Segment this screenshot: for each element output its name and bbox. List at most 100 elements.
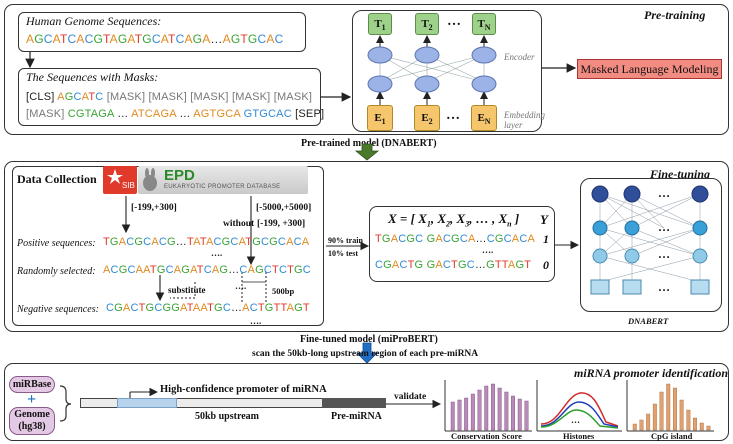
- dnabert-dots-2: …: [658, 220, 670, 234]
- dnabert-node: [692, 248, 708, 264]
- histone-line-green: [540, 409, 619, 429]
- training-row-1: TGACGC GACGCA…CGCACA: [375, 233, 536, 245]
- mask-token-2: [MASK]: [26, 108, 65, 120]
- positive-sequence: TGACGCACG…TATACGCATGCGCACA: [103, 236, 310, 248]
- dnabert-dots-3: …: [658, 247, 670, 261]
- dnabert-node: [624, 220, 640, 236]
- length-500bp: 500bp: [272, 286, 295, 296]
- cpg-island-label: CpG island: [651, 431, 693, 441]
- sep-token: [SEP]: [295, 108, 325, 120]
- histogram-bar: [639, 419, 644, 431]
- genome-sequence: AGCATCACGTAGATGCATCAGA…AGTGCAC: [26, 32, 283, 46]
- data-collection-title: Data Collection: [17, 172, 97, 186]
- histogram-bar: [646, 413, 651, 431]
- encoder-node: [414, 75, 440, 93]
- output-dots: …: [447, 14, 461, 29]
- promoter-region: [117, 398, 177, 408]
- range-1: [-199,+300]: [131, 203, 177, 213]
- histones-label: Histones: [563, 431, 595, 441]
- random-dots: ….: [235, 281, 247, 291]
- ellipsis-2: …: [179, 108, 191, 120]
- train-split: 90% train: [328, 236, 363, 245]
- histone-dots: …: [571, 415, 580, 425]
- mask-seq-1: AGCATC: [57, 91, 104, 103]
- x-formula: X = [ X1, X2, X3, … , Xn ]: [388, 211, 520, 229]
- epd-subtitle: EUKARYOTIC PROMOTER DATABASE: [164, 184, 281, 190]
- range-2: [-5000,+5000]: [256, 203, 312, 213]
- negative-label: Negative sequences:: [17, 304, 99, 315]
- identification-title: miRNA promoter identification: [574, 366, 729, 380]
- random-sequence: ACGCAATGCAGATCAG…CAGCTCTGC: [103, 264, 311, 276]
- encoder-node: [367, 46, 393, 64]
- encoder-node: [414, 46, 440, 64]
- y-label: Y: [540, 212, 548, 227]
- histogram-bar: [517, 398, 522, 431]
- dnabert-dots-1: …: [658, 186, 670, 200]
- histogram-bar: [524, 400, 529, 431]
- sib-text: SIB: [122, 181, 135, 190]
- label-0: 0: [543, 258, 549, 272]
- dnabert-node: [592, 220, 608, 236]
- dnabert-input: [590, 279, 610, 295]
- genome-seq-text: AGCATCACGTAGATGCATCAGA…AGTGCAC: [26, 32, 284, 46]
- histogram-bar: [632, 423, 637, 431]
- encoder-label: Encoder: [504, 52, 535, 62]
- conservation-bars: [450, 383, 529, 431]
- plus-sign: +: [27, 391, 37, 408]
- upstream-label: 50kb upstream: [195, 411, 259, 422]
- embedding-label: Embedding layer: [504, 110, 545, 130]
- dnabert-label: DNABERT: [628, 316, 669, 326]
- mask-seq-5: GTGCAC: [243, 108, 292, 120]
- finetuning-label: Fine-tuning: [650, 167, 711, 181]
- genome-title: Human Genome Sequences:: [26, 14, 162, 28]
- dnabert-node: [592, 248, 608, 264]
- finetuned-model-label: Fine-tuned model (miProBERT): [300, 334, 438, 345]
- histogram-bar: [673, 387, 677, 431]
- histogram-bar: [679, 399, 684, 431]
- histogram-bar: [484, 385, 489, 431]
- encoder-node: [471, 46, 497, 64]
- negative-dots: ….: [250, 316, 262, 326]
- mask-line-1: [CLS] AGCATC [MASK] [MASK] [MASK] [MASK]…: [26, 91, 312, 103]
- histogram-bar: [470, 393, 475, 431]
- output-token-t2: T2: [415, 13, 439, 35]
- embedding-dots: …: [446, 108, 460, 123]
- dnabert-node: [692, 220, 708, 236]
- masked-box: [18, 68, 321, 126]
- histogram-bar: [491, 383, 495, 431]
- premirna-region: [322, 398, 386, 408]
- dnabert-input: [622, 279, 642, 295]
- histogram-bar: [464, 397, 469, 431]
- positive-dots: ….: [211, 248, 223, 258]
- row-dots: ….: [482, 245, 494, 255]
- histogram-bar: [450, 401, 455, 431]
- label-1: 1: [543, 232, 549, 246]
- histone-lines: [540, 392, 619, 429]
- test-split: 10% test: [328, 249, 358, 258]
- histogram-bar: [706, 425, 711, 431]
- histogram-bar: [693, 417, 697, 431]
- mask-line-2: [MASK] CGTAGA … ATCAGA … AGTGCA GTGCAC […: [26, 108, 324, 120]
- histone-line-blue: [540, 401, 619, 428]
- masks-title: The Sequences with Masks:: [26, 70, 159, 84]
- positive-label: Positive sequences:: [17, 238, 96, 249]
- dnabert-node: [691, 185, 709, 203]
- validate-label: validate: [394, 392, 427, 402]
- dnabert-node: [624, 248, 640, 264]
- scan-label: scan the 50kb-long upstream region of ea…: [252, 349, 479, 359]
- conservation-score-label: Conservation Score: [451, 431, 522, 441]
- output-token-tn: TN: [472, 13, 496, 35]
- histogram-bar: [477, 389, 482, 431]
- epd-text: EPD: [164, 167, 195, 184]
- dnabert-input: [690, 279, 710, 295]
- training-row-2: CGACTG GACTGC…GTTAGT: [375, 259, 532, 271]
- epd-logo: EPD EUKARYOTIC PROMOTER DATABASE: [138, 166, 308, 194]
- histogram-bar: [497, 387, 502, 431]
